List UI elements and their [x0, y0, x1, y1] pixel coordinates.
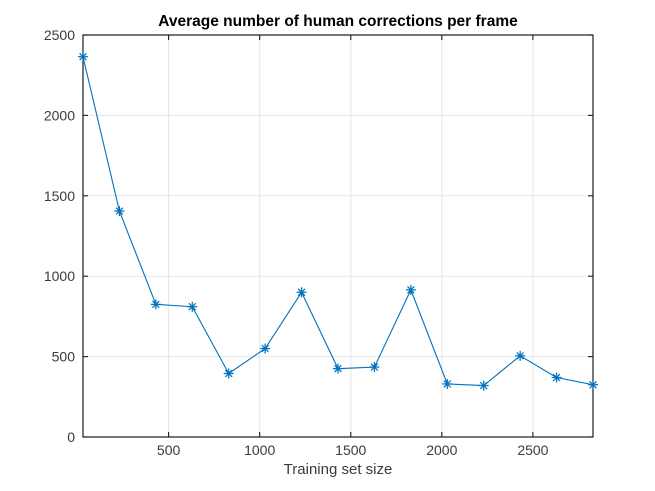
data-point-marker [223, 368, 234, 379]
marker-arm [516, 351, 524, 360]
data-point-marker [478, 380, 489, 391]
data-point-marker [333, 363, 343, 374]
marker-arm [443, 380, 452, 388]
x-tick-label: 500 [157, 442, 181, 458]
data-point-marker [405, 284, 416, 295]
chart-title: Average number of human corrections per … [158, 13, 518, 30]
data-point-marker [150, 299, 161, 310]
x-tick-label: 2500 [517, 442, 548, 458]
data-point-marker [442, 378, 453, 389]
y-tick-label: 2500 [44, 27, 75, 43]
marker-arm [152, 300, 160, 309]
data-point-marker [78, 51, 88, 62]
data-point-marker [515, 350, 526, 361]
series-line [82, 56, 594, 387]
data-point-marker [551, 372, 562, 383]
y-tick-label: 500 [52, 349, 76, 365]
marker-arm [370, 363, 379, 371]
marker-arm [297, 288, 306, 297]
marker-arm [188, 302, 197, 311]
x-tick-label: 1500 [335, 442, 366, 458]
marker-arm [334, 364, 342, 373]
data-point-marker [369, 362, 380, 373]
data-point-marker [588, 379, 598, 390]
y-tick-label: 1500 [44, 188, 75, 204]
marker-arm [589, 380, 597, 389]
data-point-marker [296, 287, 307, 298]
data-point-marker [260, 343, 271, 354]
marker-arm [552, 373, 561, 382]
y-tick-label: 0 [67, 429, 75, 445]
marker-arm [407, 286, 415, 294]
x-tick-label: 2000 [426, 442, 457, 458]
x-tick-label: 1000 [244, 442, 275, 458]
marker-arm [479, 381, 488, 390]
axes-box [82, 34, 594, 438]
data-point-marker [114, 206, 125, 217]
y-tick-label: 2000 [44, 107, 75, 123]
data-point-marker [187, 301, 198, 312]
marker-arm [79, 52, 87, 61]
x-axis-label: Training set size [283, 461, 393, 478]
marker-arm [115, 207, 124, 215]
y-tick-label: 1000 [44, 268, 75, 284]
marker-arm [261, 344, 269, 353]
marker-arm [224, 369, 233, 378]
